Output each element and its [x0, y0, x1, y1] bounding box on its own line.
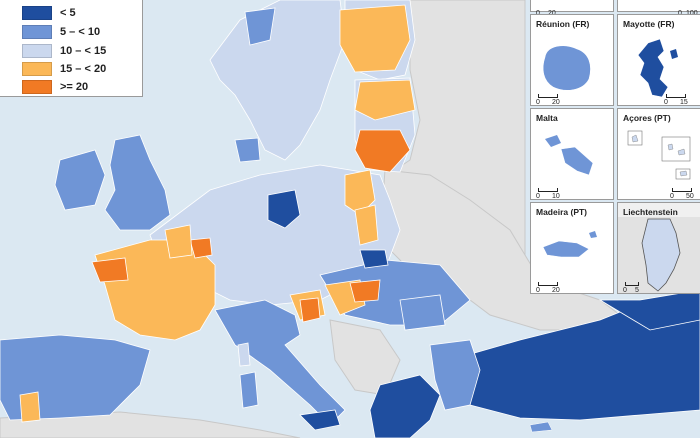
serbia-region [350, 280, 380, 302]
liechtenstein-shape [618, 203, 700, 293]
legend: < 5 5 – < 10 10 – < 15 15 – < 20 >= 20 [0, 0, 143, 97]
legend-label: >= 20 [60, 81, 88, 93]
scale-zero: 0 [670, 193, 674, 200]
corsica [238, 343, 250, 366]
benelux-area [165, 225, 192, 258]
madeira-shape [531, 203, 613, 293]
sardinia [240, 372, 258, 408]
legend-item-5-10: 5 – < 10 [22, 25, 100, 39]
malta-shape [531, 109, 613, 199]
scale-max: 50 [686, 193, 694, 200]
inset-malta: Malta 0 10 [530, 108, 614, 200]
legend-label: < 5 [60, 7, 76, 19]
slovakia-region [360, 250, 388, 268]
scale-max: 15 [680, 99, 688, 106]
romania-east [400, 295, 445, 330]
inset-mayotte: Mayotte (FR) 0 15 [617, 14, 700, 106]
slovenia-region [300, 298, 320, 322]
inset-liechtenstein: Liechtenstein 0 5 [617, 202, 700, 294]
inset-acores: Açores (PT) 0 50 [617, 108, 700, 200]
legend-label: 10 – < 15 [60, 45, 106, 57]
legend-item-10-15: 10 – < 15 [22, 44, 106, 58]
inset-top-right: 0 100 [617, 0, 700, 12]
legend-swatch [22, 25, 52, 39]
scale-max: 5 [635, 287, 639, 294]
scale-max: 10 [552, 193, 560, 200]
acores-shape [618, 109, 700, 199]
legend-label: 5 – < 10 [60, 26, 100, 38]
inset-madeira: Madeira (PT) 0 20 [530, 202, 614, 294]
portugal-south [20, 392, 40, 422]
scale-max: 20 [552, 287, 560, 294]
legend-item-15-20: 15 – < 20 [22, 62, 106, 76]
reunion-shape [531, 15, 613, 105]
legend-swatch [22, 44, 52, 58]
legend-swatch [22, 6, 52, 20]
scale-max: 20 [552, 99, 560, 106]
scale-zero: 0 [536, 193, 540, 200]
inset-top-left: 0 20 [530, 0, 614, 12]
legend-swatch [22, 62, 52, 76]
legend-item-gte20: >= 20 [22, 80, 88, 94]
inset-reunion: Réunion (FR) 0 20 [530, 14, 614, 106]
scale-zero: 0 [536, 99, 540, 106]
legend-label: 15 – < 20 [60, 63, 106, 75]
mayotte-shape [618, 15, 700, 105]
legend-item-lt5: < 5 [22, 6, 76, 20]
scale-zero: 0 [536, 287, 540, 294]
scale-zero: 0 [664, 99, 668, 106]
legend-swatch [22, 80, 52, 94]
scale-zero: 0 [623, 287, 627, 294]
